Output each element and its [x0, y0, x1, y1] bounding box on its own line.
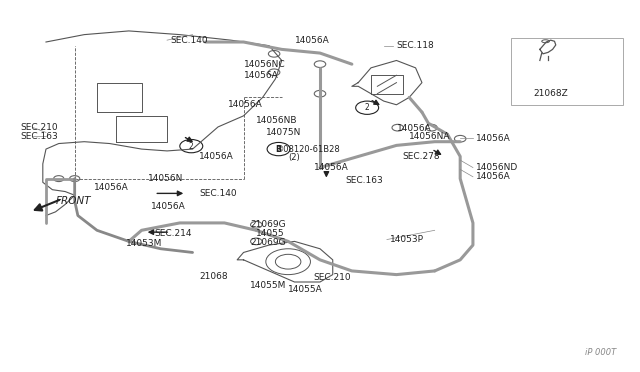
- Text: SEC.140: SEC.140: [170, 36, 208, 45]
- Text: 14053M: 14053M: [125, 239, 162, 248]
- Text: 14056NC: 14056NC: [244, 60, 285, 69]
- Text: 14056A: 14056A: [476, 134, 511, 142]
- Text: 14056A: 14056A: [396, 124, 431, 133]
- Text: 14056A: 14056A: [94, 183, 129, 192]
- Text: SEC.163: SEC.163: [20, 132, 58, 141]
- Text: 14075N: 14075N: [266, 128, 301, 137]
- Text: SEC.278: SEC.278: [403, 152, 440, 161]
- Text: 14056A: 14056A: [151, 202, 186, 211]
- Text: 14055A: 14055A: [288, 285, 323, 294]
- Text: 2: 2: [365, 103, 369, 112]
- Text: SEC.214: SEC.214: [154, 230, 192, 238]
- Text: 21069G: 21069G: [250, 238, 285, 247]
- Text: B: B: [276, 145, 282, 154]
- Text: SEC.140: SEC.140: [199, 189, 237, 198]
- Text: 14056A: 14056A: [199, 152, 234, 161]
- Text: 21069G: 21069G: [250, 220, 285, 229]
- Text: 14056A: 14056A: [314, 163, 348, 172]
- Text: 2: 2: [189, 142, 194, 151]
- Text: 14056A: 14056A: [476, 172, 511, 181]
- Text: iP 000T: iP 000T: [585, 347, 616, 357]
- Text: 14055: 14055: [256, 230, 285, 238]
- Text: ®08120-61B28: ®08120-61B28: [275, 145, 340, 154]
- Text: SEC.210: SEC.210: [314, 273, 351, 282]
- Text: (2): (2): [288, 153, 300, 162]
- Text: 14056NA: 14056NA: [409, 132, 451, 141]
- Text: 14056A: 14056A: [228, 100, 262, 109]
- Text: 14056A: 14056A: [244, 71, 278, 80]
- Text: 14056NB: 14056NB: [256, 116, 298, 125]
- Text: SEC.163: SEC.163: [346, 176, 383, 185]
- Text: SEC.210: SEC.210: [20, 123, 58, 132]
- Text: 21068Z: 21068Z: [534, 89, 568, 98]
- Text: 21068: 21068: [199, 272, 228, 281]
- Text: 14053P: 14053P: [390, 235, 424, 244]
- Text: 14055M: 14055M: [250, 281, 286, 290]
- Text: 14056ND: 14056ND: [476, 163, 518, 172]
- Text: 14056N: 14056N: [148, 174, 183, 183]
- Text: FRONT: FRONT: [56, 196, 91, 206]
- Text: 14056A: 14056A: [294, 36, 329, 45]
- Text: SEC.118: SEC.118: [396, 41, 434, 50]
